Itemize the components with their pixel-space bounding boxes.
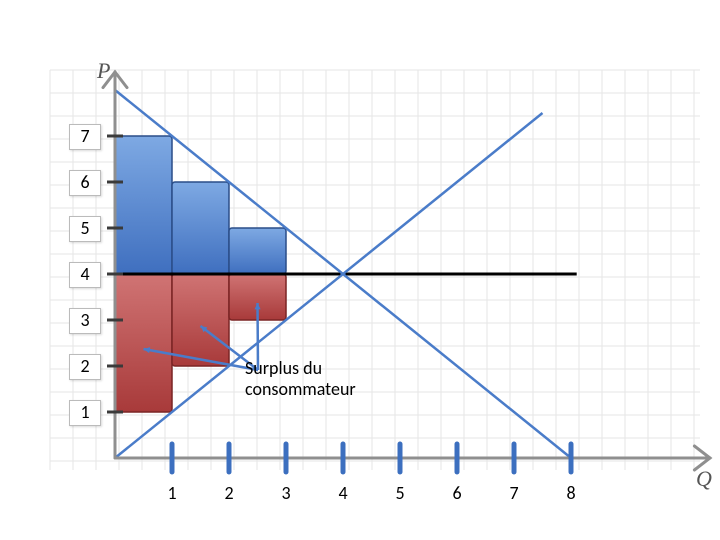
- chart-stage: PQ 765432112345678Surplus duconsommateur: [0, 0, 720, 540]
- y-tick-label: 3: [69, 308, 101, 334]
- y-tick-label: 5: [69, 216, 101, 242]
- x-tick-label: 8: [566, 482, 575, 504]
- annotation-line1: Surplus du: [245, 358, 356, 379]
- surplus-annotation: Surplus duconsommateur: [245, 358, 356, 399]
- y-tick-label: 2: [69, 354, 101, 380]
- x-tick-label: 6: [452, 482, 461, 504]
- y-tick-label: 7: [69, 124, 101, 150]
- x-tick-label: 3: [281, 482, 290, 504]
- x-tick-label: 1: [167, 482, 176, 504]
- y-tick-label: 6: [69, 170, 101, 196]
- svg-text:Q: Q: [696, 466, 712, 491]
- y-tick-label: 4: [69, 262, 101, 288]
- y-tick-label: 1: [69, 400, 101, 426]
- svg-text:P: P: [96, 58, 110, 83]
- x-tick-label: 7: [509, 482, 518, 504]
- chart-svg: PQ: [0, 0, 720, 540]
- x-tick-label: 4: [338, 482, 347, 504]
- x-tick-label: 5: [395, 482, 404, 504]
- annotation-line2: consommateur: [245, 379, 356, 400]
- x-tick-label: 2: [224, 482, 233, 504]
